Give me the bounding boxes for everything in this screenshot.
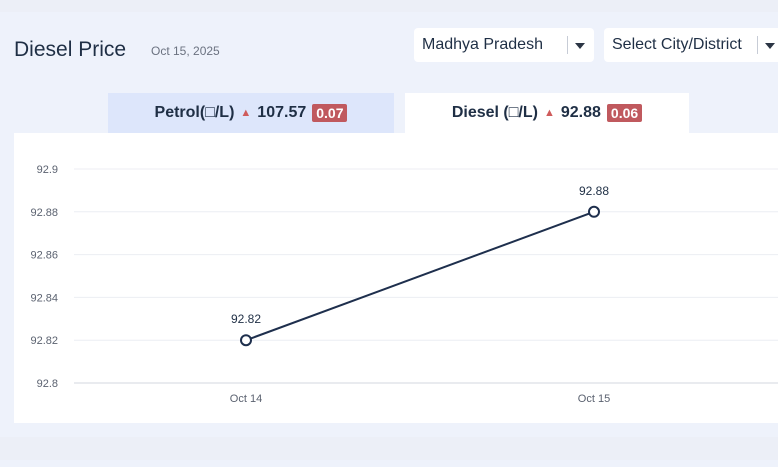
tab-diesel-price: 92.88 — [560, 104, 601, 121]
date-label: Oct 15, 2025 — [151, 44, 220, 58]
state-select-value: Madhya Pradesh — [422, 36, 543, 53]
chevron-down-icon — [575, 43, 585, 49]
select-divider — [567, 36, 568, 54]
diesel-change-badge: 0.06 — [606, 104, 643, 122]
y-tick-label: 92.84 — [30, 292, 58, 304]
chevron-down-icon — [765, 43, 775, 49]
tab-petrol-price: 107.57 — [257, 104, 307, 121]
y-tick-label: 92.9 — [37, 164, 58, 176]
data-label: 92.82 — [231, 312, 261, 326]
price-chart: 92.8 92.82 92.84 92.86 92.88 92.9 Oct 14 Oct 15… — [14, 133, 778, 423]
page-title: Diesel Price — [14, 38, 127, 61]
data-label: 92.88 — [579, 184, 609, 198]
tab-diesel[interactable]: Diesel (□/L) ▲ 92.88 0.06 — [405, 93, 689, 133]
y-tick-label: 92.88 — [30, 207, 58, 219]
data-point — [588, 205, 600, 218]
up-triangle-icon: ▲ — [240, 107, 252, 119]
city-select[interactable]: Select City/District — [604, 28, 778, 62]
x-tick-label: Oct 14 — [230, 393, 262, 405]
tab-petrol-label: Petrol(□/L) — [154, 104, 235, 121]
data-point — [240, 334, 252, 347]
y-tick-label: 92.86 — [30, 250, 58, 262]
x-tick-label: Oct 15 — [578, 393, 610, 405]
select-divider — [757, 36, 758, 54]
state-select[interactable]: Madhya Pradesh — [414, 28, 594, 62]
price-line-chart: 92.8 92.82 92.84 92.86 92.88 92.9 Oct 14 Oct 15… — [30, 164, 778, 405]
city-select-value: Select City/District — [612, 36, 742, 53]
petrol-change-badge: 0.07 — [312, 104, 348, 122]
y-tick-label: 92.8 — [37, 378, 58, 390]
next-card — [0, 460, 778, 467]
tab-petrol[interactable]: Petrol(□/L) ▲ 107.57 0.07 — [108, 93, 394, 133]
y-tick-label: 92.82 — [30, 335, 58, 347]
diesel-series-line — [245, 210, 595, 342]
tab-diesel-label: Diesel (□/L) — [451, 104, 538, 121]
up-triangle-icon: ▲ — [543, 107, 555, 119]
